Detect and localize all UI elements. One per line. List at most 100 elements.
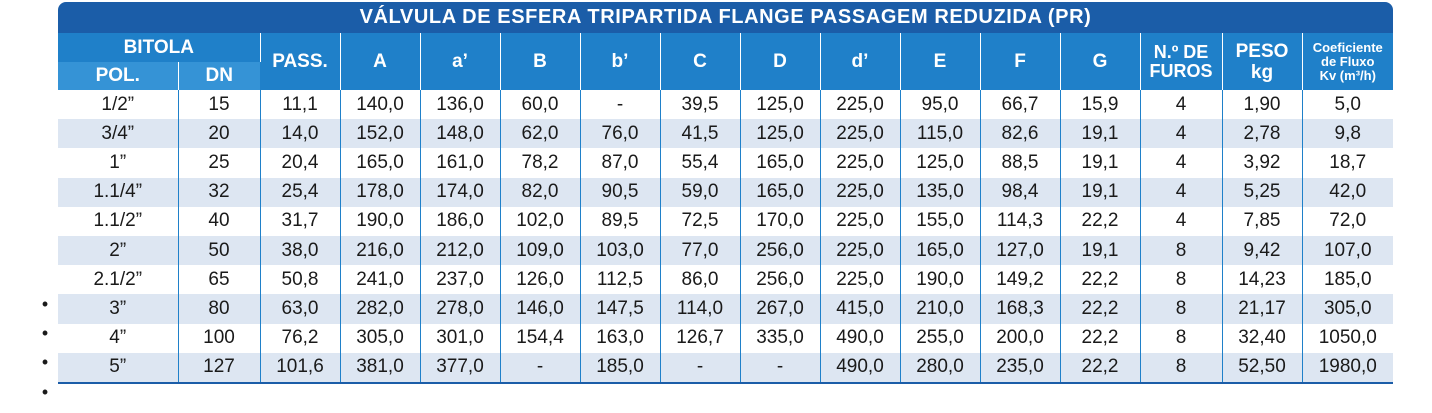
header-d-prime: d’ (820, 33, 901, 90)
header-pol: POL. (58, 62, 179, 90)
table-cell: 76,0 (580, 119, 661, 149)
table-cell: - (580, 90, 661, 120)
header-g: G (1060, 33, 1141, 90)
table-cell: 140,0 (340, 90, 421, 120)
table-cell: 7,85 (1222, 206, 1303, 236)
table-cell: 40 (178, 206, 261, 236)
table-cell: 18,7 (1329, 151, 1367, 173)
table-row: 5” 127 101,6 381,0 377,0-185,0- -490,0 280,0 23… (58, 352, 1393, 384)
table-cell: 127 (178, 352, 261, 384)
table-cell: 19,1 (1060, 235, 1141, 266)
table-cell: 62,0 (500, 119, 581, 149)
table-cell: 256,0 (740, 265, 821, 295)
table-cell: 59,0 (660, 177, 741, 207)
table-cell: 165,0 (740, 148, 821, 178)
table-cell: 9,42 (1222, 235, 1303, 266)
table-cell: 225,0 (820, 206, 901, 236)
header-c: C (660, 33, 741, 90)
header-dn: DN (178, 62, 260, 90)
table-cell: 154,4 (500, 323, 581, 353)
table-cell: 186,0 (420, 206, 501, 236)
table-cell: 278,0 (420, 294, 501, 324)
table-cell: 241,0 (340, 265, 421, 295)
table-cell: 165,0 (900, 235, 981, 266)
table-cell: 82,6 (980, 119, 1061, 149)
table-title: VÁLVULA DE ESFERA TRIPARTIDA FLANGE PASS… (58, 2, 1393, 33)
table-cell: 87,0 (580, 148, 661, 178)
table-cell: 19,1 (1060, 148, 1141, 178)
table-cell: 282,0 (340, 294, 421, 324)
header-kv-line3: Kv (m³/h) (1319, 67, 1376, 83)
row-bullets: • • • • (38, 290, 52, 407)
table-cell: 22,2 (1060, 265, 1141, 295)
table-cell: 126,0 (500, 265, 581, 295)
table-cell: 80 (178, 294, 261, 324)
table-cell: 15,9 (1060, 90, 1141, 120)
table-cell: 216,0 (340, 235, 421, 266)
table-cell: 39,5 (660, 90, 741, 120)
table-cell: 8 (1140, 294, 1223, 324)
table-cell: 20 (178, 119, 261, 149)
table-cell: 190,0 (900, 265, 981, 295)
table-cell: 170,0 (740, 206, 821, 236)
table-cell: 126,7 (660, 323, 741, 353)
table-cell: 77,0 (660, 235, 741, 266)
bullet-row-10: • (41, 381, 49, 402)
table-cell: 125,0 (740, 90, 821, 120)
table-row: 2.1/2” 65 50,8 241,0 237,0 126,0 112,5 86,0 256,… (58, 265, 1393, 295)
table-cell: 225,0 (820, 119, 901, 149)
table-row: 4” 100 76,2 305,0 301,0 154,4 163,0 126,7 335,0 4… (58, 323, 1393, 353)
table-cell: 136,0 (420, 90, 501, 120)
table-cell: 42,0 (1302, 177, 1393, 207)
table-cell: 301,0 (420, 323, 501, 353)
table-cell: 147,5 (580, 294, 661, 324)
table-cell: 210,0 (900, 294, 981, 324)
table-cell: 22,2 (1060, 352, 1141, 384)
table-cell: 225,0 (820, 177, 901, 207)
table-cell: 185,0 (1323, 268, 1372, 290)
header-peso-line1: PESO (1235, 40, 1289, 62)
table-cell: 112,5 (580, 265, 661, 295)
table-cell: 490,0 (820, 323, 901, 353)
table-row: 1” 25 20,4 165,0 161,0 78,2 87,0 55,4 165,0 225,0… (58, 148, 1393, 178)
table-cell: 4” (58, 323, 179, 353)
table-cell: 168,3 (980, 294, 1061, 324)
table-cell: 135,0 (900, 177, 981, 207)
spec-table-panel: VÁLVULA DE ESFERA TRIPARTIDA FLANGE PASS… (58, 2, 1393, 384)
table-body: 1/2” 15 11,1 140,0 136,0 60,0-39,5 125,0 225,0 9… (58, 90, 1393, 384)
table-cell: 165,0 (740, 177, 821, 207)
table-cell: 415,0 (820, 294, 901, 324)
table-cell: 4 (1140, 206, 1223, 236)
table-cell: 237,0 (420, 265, 501, 295)
table-row: 3” 80 63,0 282,0 278,0 146,0 147,5 114,0 267,0 41… (58, 294, 1393, 324)
bullet-row-9: • (41, 352, 49, 373)
header-pass: PASS. (260, 33, 341, 90)
bullet-row-8: • (41, 323, 49, 344)
table-cell: 161,0 (420, 148, 501, 178)
table-cell: 72,0 (1329, 210, 1367, 232)
table-cell: 95,0 (900, 90, 981, 120)
table-cell: - (740, 352, 821, 384)
table-cell: 90,5 (580, 177, 661, 207)
table-cell: 19,1 (1060, 177, 1141, 207)
table-cell: 1,90 (1222, 90, 1303, 120)
table-cell: 335,0 (740, 323, 821, 353)
spec-table: BITOLA PASS. A a’ B b’ C D d’ E F G N.º … (58, 33, 1393, 384)
table-cell: 165,0 (340, 148, 421, 178)
table-cell: 200,0 (980, 323, 1061, 353)
header-f: F (980, 33, 1061, 90)
table-cell: 63,0 (260, 294, 341, 324)
table-cell: 225,0 (820, 90, 901, 120)
table-cell: 174,0 (420, 177, 501, 207)
table-cell: 22,2 (1060, 206, 1141, 236)
table-cell: 66,7 (980, 90, 1061, 120)
table-row: 3/4” 20 14,0 152,0 148,0 62,0 76,0 41,5 125,0 225… (58, 119, 1393, 149)
table-cell: 88,5 (980, 148, 1061, 178)
table-cell: 235,0 (980, 352, 1061, 384)
table-cell: 89,5 (580, 206, 661, 236)
table-cell: - (500, 352, 581, 384)
table-cell: 8 (1140, 352, 1223, 384)
table-cell: 2” (58, 235, 179, 266)
table-cell: 32,40 (1222, 323, 1303, 353)
table-cell: 103,0 (580, 235, 661, 266)
